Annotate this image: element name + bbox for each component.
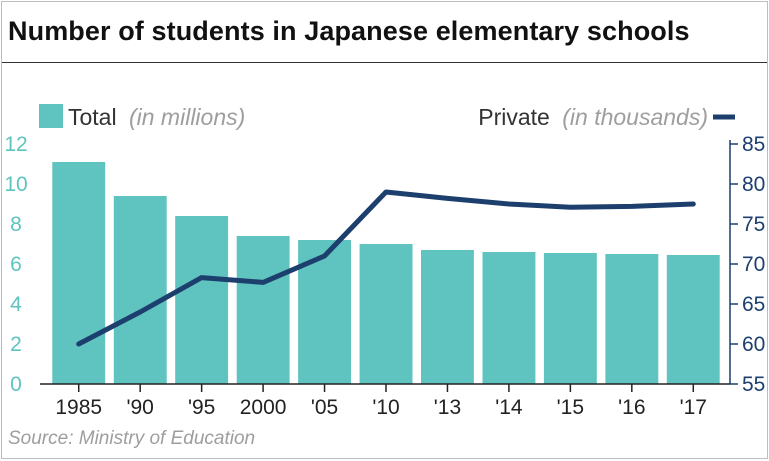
line-group: [76, 189, 696, 347]
legend-total-label: Total: [68, 104, 117, 130]
x-tick-label-0: 1985: [55, 396, 102, 419]
right-tick-label-3: 70: [742, 253, 765, 276]
source-note: Source: Ministry of Education: [8, 428, 256, 449]
legend-total-swatch: [39, 104, 63, 128]
right-tick-label-4: 75: [742, 213, 765, 236]
x-tick-label-3: 2000: [240, 396, 287, 419]
x-tick-label-9: '16: [618, 396, 645, 419]
legend-total: Total (in millions): [68, 104, 245, 130]
x-axis: 1985 '90 '95 2000 '05 '10 '13 '14 '15 '16 '17: [40, 383, 730, 419]
left-tick-label-5: 10: [4, 173, 27, 196]
left-tick-label-3: 6: [10, 253, 22, 276]
legend-private-label: Private: [478, 104, 550, 130]
legend-private: Private (in thousands): [478, 104, 708, 130]
bar-total-2: [175, 216, 229, 384]
bar-total-6: [421, 250, 474, 384]
bar-total-8: [543, 253, 597, 384]
bar-total-9: [605, 254, 659, 384]
x-tick-label-1: '90: [126, 396, 153, 419]
right-axis: 55 60 65 70 75 80 85: [729, 133, 765, 396]
x-tick-label-8: '15: [557, 396, 584, 419]
left-tick-label-6: 12: [4, 133, 27, 156]
x-tick-label-10: '17: [680, 396, 707, 419]
left-tick-label-1: 2: [10, 333, 22, 356]
bar-total-1: [113, 196, 167, 384]
left-axis: 0 2 4 6 8 10 12: [4, 133, 27, 396]
x-tick-label-4: '05: [311, 396, 338, 419]
left-tick-label-4: 8: [10, 213, 22, 236]
title-rule: [2, 62, 767, 63]
line-private: [76, 189, 696, 347]
right-tick-label-6: 85: [742, 133, 765, 156]
right-tick-label-2: 65: [742, 293, 765, 316]
x-tick-label-5: '10: [372, 396, 399, 419]
x-tick-label-2: '95: [188, 396, 215, 419]
left-tick-label-2: 4: [10, 293, 22, 316]
legend-private-unit: (in thousands): [562, 104, 708, 130]
bar-total-0: [52, 162, 106, 384]
bar-total-7: [482, 252, 536, 384]
bar-total-10: [666, 255, 720, 384]
x-tick-label-6: '13: [434, 396, 461, 419]
right-tick-label-1: 60: [742, 333, 765, 356]
bars-group: [52, 162, 720, 384]
legend-total-unit: (in millions): [129, 104, 245, 130]
bar-total-5: [359, 244, 413, 384]
right-tick-label-0: 55: [742, 373, 765, 396]
right-tick-label-5: 80: [742, 173, 765, 196]
chart-title: Number of students in Japanese elementar…: [8, 16, 690, 46]
x-tick-label-7: '14: [495, 396, 523, 419]
bar-total-3: [236, 236, 290, 384]
left-tick-label-0: 0: [10, 373, 22, 396]
